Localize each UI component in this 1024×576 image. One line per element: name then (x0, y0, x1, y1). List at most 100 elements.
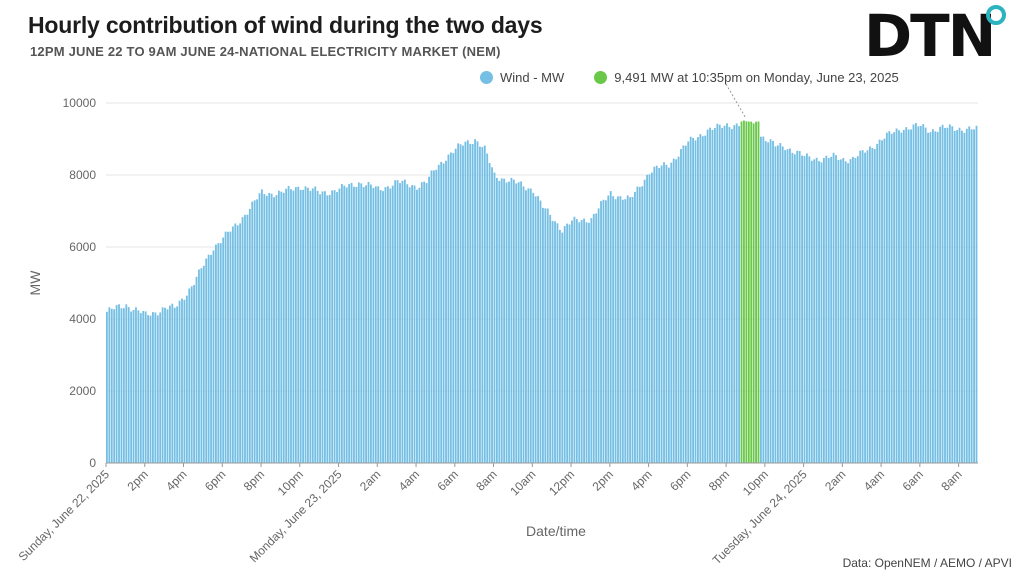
wind-bar[interactable] (290, 189, 292, 463)
wind-bar[interactable] (808, 156, 810, 463)
wind-bar[interactable] (348, 184, 350, 463)
wind-bar[interactable] (854, 158, 856, 463)
wind-bar[interactable] (324, 191, 326, 463)
wind-bar[interactable] (917, 126, 919, 463)
wind-bar[interactable] (164, 308, 166, 463)
wind-bar[interactable] (135, 307, 137, 463)
wind-bar[interactable] (838, 160, 840, 463)
wind-bar[interactable] (513, 180, 515, 463)
wind-bar[interactable] (273, 197, 275, 463)
wind-bar[interactable] (288, 186, 290, 463)
wind-bar[interactable] (903, 130, 905, 463)
wind-bar[interactable] (891, 134, 893, 463)
wind-bar[interactable] (615, 199, 617, 463)
wind-bar[interactable] (525, 190, 527, 463)
wind-bar[interactable] (881, 140, 883, 463)
wind-bar[interactable] (632, 197, 634, 463)
wind-bar[interactable] (724, 126, 726, 463)
wind-bar[interactable] (227, 232, 229, 463)
peak-bar[interactable] (758, 121, 760, 463)
wind-bar[interactable] (462, 146, 464, 463)
wind-bar[interactable] (140, 313, 142, 463)
wind-bar[interactable] (472, 144, 474, 463)
wind-bar[interactable] (474, 139, 476, 463)
wind-bar[interactable] (409, 187, 411, 463)
wind-bar[interactable] (167, 309, 169, 463)
wind-bar[interactable] (363, 187, 365, 463)
wind-bar[interactable] (850, 159, 852, 463)
wind-bar[interactable] (658, 168, 660, 463)
wind-bar[interactable] (319, 194, 321, 463)
wind-bar[interactable] (162, 307, 164, 463)
wind-bar[interactable] (816, 158, 818, 463)
wind-bar[interactable] (421, 182, 423, 463)
wind-bar[interactable] (322, 191, 324, 463)
wind-bar[interactable] (586, 222, 588, 463)
wind-bar[interactable] (867, 150, 869, 463)
wind-bar[interactable] (254, 200, 256, 463)
wind-bar[interactable] (237, 225, 239, 463)
wind-bar[interactable] (392, 186, 394, 463)
wind-bar[interactable] (617, 196, 619, 463)
wind-bar[interactable] (389, 189, 391, 463)
wind-bar[interactable] (947, 128, 949, 463)
wind-bar[interactable] (707, 130, 709, 463)
wind-bar[interactable] (157, 315, 159, 463)
wind-bar[interactable] (445, 161, 447, 463)
wind-bar[interactable] (145, 311, 147, 463)
wind-bar[interactable] (603, 200, 605, 463)
wind-bar[interactable] (370, 185, 372, 463)
wind-bar[interactable] (186, 296, 188, 463)
wind-bar[interactable] (598, 208, 600, 463)
wind-bar[interactable] (402, 181, 404, 463)
wind-bar[interactable] (280, 192, 282, 463)
wind-bar[interactable] (329, 195, 331, 463)
wind-bar[interactable] (612, 196, 614, 463)
wind-bar[interactable] (791, 153, 793, 463)
peak-bar[interactable] (753, 123, 755, 463)
wind-bar[interactable] (169, 306, 171, 463)
wind-bar[interactable] (782, 146, 784, 463)
wind-bar[interactable] (225, 232, 227, 463)
wind-bar[interactable] (336, 192, 338, 463)
wind-bar[interactable] (210, 255, 212, 463)
wind-bar[interactable] (770, 139, 772, 463)
wind-bar[interactable] (498, 181, 500, 463)
wind-bar[interactable] (818, 161, 820, 463)
wind-bar[interactable] (118, 304, 120, 463)
wind-bar[interactable] (414, 186, 416, 463)
wind-bar[interactable] (949, 124, 951, 463)
wind-bar[interactable] (968, 126, 970, 463)
wind-bar[interactable] (181, 299, 183, 463)
wind-bar[interactable] (484, 146, 486, 463)
wind-bar[interactable] (709, 128, 711, 463)
wind-bar[interactable] (544, 208, 546, 463)
wind-bar[interactable] (663, 162, 665, 463)
wind-bar[interactable] (578, 222, 580, 463)
wind-bar[interactable] (852, 157, 854, 463)
wind-bar[interactable] (721, 128, 723, 463)
wind-bar[interactable] (973, 129, 975, 463)
wind-bar[interactable] (426, 183, 428, 463)
wind-bar[interactable] (406, 184, 408, 463)
wind-bar[interactable] (549, 215, 551, 463)
wind-bar[interactable] (879, 140, 881, 463)
wind-bar[interactable] (682, 145, 684, 463)
wind-bar[interactable] (915, 123, 917, 463)
wind-bar[interactable] (966, 129, 968, 463)
wind-bar[interactable] (714, 128, 716, 463)
wind-bar[interactable] (307, 188, 309, 463)
wind-bar[interactable] (111, 309, 113, 463)
wind-bar[interactable] (859, 151, 861, 463)
peak-bar[interactable] (741, 121, 743, 463)
wind-bar[interactable] (527, 188, 529, 463)
wind-bar[interactable] (566, 224, 568, 463)
wind-bar[interactable] (440, 162, 442, 463)
wind-bar[interactable] (581, 220, 583, 463)
peak-bar[interactable] (745, 121, 747, 463)
wind-bar[interactable] (777, 145, 779, 463)
wind-bar[interactable] (503, 179, 505, 463)
wind-bar[interactable] (191, 286, 193, 463)
wind-bar[interactable] (368, 182, 370, 463)
wind-bar[interactable] (309, 191, 311, 463)
